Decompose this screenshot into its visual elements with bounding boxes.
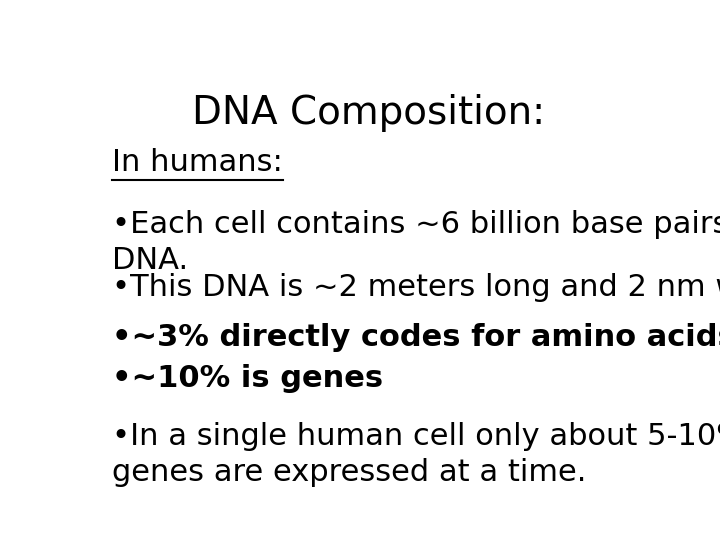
Text: DNA Composition:: DNA Composition: bbox=[192, 94, 546, 132]
Text: •Each cell contains ~6 billion base pairs of
DNA.: •Each cell contains ~6 billion base pair… bbox=[112, 210, 720, 275]
Text: In humans:: In humans: bbox=[112, 148, 283, 177]
Text: •~3% directly codes for amino acids: •~3% directly codes for amino acids bbox=[112, 322, 720, 352]
Text: •This DNA is ~2 meters long and 2 nm wide.: •This DNA is ~2 meters long and 2 nm wid… bbox=[112, 273, 720, 302]
Text: •In a single human cell only about 5-10% of
genes are expressed at a time.: •In a single human cell only about 5-10%… bbox=[112, 422, 720, 487]
Text: •~10% is genes: •~10% is genes bbox=[112, 364, 384, 393]
